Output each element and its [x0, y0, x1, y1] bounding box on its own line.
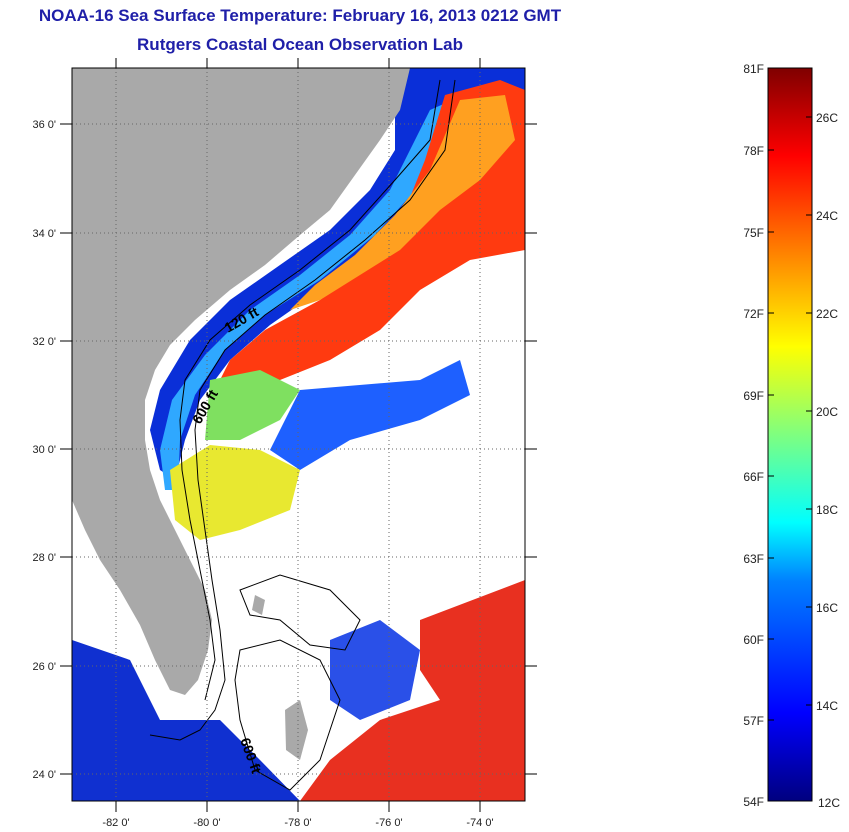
green-mixing-zone — [205, 370, 300, 440]
colorbar-gradient — [767, 67, 813, 802]
bahamas-blue-patches — [330, 620, 420, 720]
cb-label-81f: 81F — [743, 62, 764, 76]
lat-label-32: 32 0' — [32, 336, 56, 348]
lon-label--80: -80 0' — [193, 817, 220, 829]
map-subtitle: Rutgers Coastal Ocean Observation Lab — [137, 35, 463, 54]
cb-label-78f: 78F — [743, 144, 764, 158]
lat-label-26: 26 0' — [32, 661, 56, 673]
cb-label-69f: 69F — [743, 389, 764, 403]
lon-label--76: -76 0' — [375, 817, 402, 829]
southeast-us-land — [72, 68, 410, 695]
lat-label-34: 34 0' — [32, 228, 56, 240]
sst-map — [72, 68, 525, 801]
cb-label-54f: 54F — [743, 795, 764, 809]
bahamas-banks-contour — [234, 574, 361, 791]
lat-label-30: 30 0' — [32, 444, 56, 456]
cb-label-57f: 57F — [743, 714, 764, 728]
colorbar-ticks — [768, 67, 812, 721]
lat-label-24: 24 0' — [32, 769, 56, 781]
cb-label-66f: 66F — [743, 470, 764, 484]
southeast-warm-water — [300, 580, 525, 801]
cb-label-18c: 18C — [816, 503, 838, 517]
cb-label-16c: 16C — [816, 601, 838, 615]
lon-label--74: -74 0' — [466, 817, 493, 829]
offshore-blue-patches — [270, 360, 470, 470]
map-ticks — [60, 58, 537, 812]
cb-label-20c: 20C — [816, 405, 838, 419]
map-title: NOAA-16 Sea Surface Temperature: Februar… — [38, 6, 562, 25]
contour-120ft — [179, 79, 441, 701]
lon-label--78: -78 0' — [284, 817, 311, 829]
andros-land — [252, 595, 265, 615]
lon-label--82: -82 0' — [102, 817, 129, 829]
bahamas-land — [285, 700, 308, 760]
cb-label-24c: 24C — [816, 209, 838, 223]
cb-label-72f: 72F — [743, 307, 764, 321]
lat-label-36: 36 0' — [32, 119, 56, 131]
gulf-stream-orange-edge — [290, 95, 515, 310]
cb-label-63f: 63F — [743, 552, 764, 566]
yellow-mixing-zone — [170, 445, 300, 540]
lat-label-28: 28 0' — [32, 552, 56, 564]
cb-label-22c: 22C — [816, 307, 838, 321]
cb-label-26c: 26C — [816, 111, 838, 125]
cb-label-75f: 75F — [743, 226, 764, 240]
cb-label-14c: 14C — [816, 699, 838, 713]
cb-label-12c: 12C — [818, 796, 840, 810]
southwest-blue-patches — [72, 640, 300, 801]
cb-label-60f: 60F — [743, 633, 764, 647]
shelf-cool-water — [160, 90, 475, 490]
